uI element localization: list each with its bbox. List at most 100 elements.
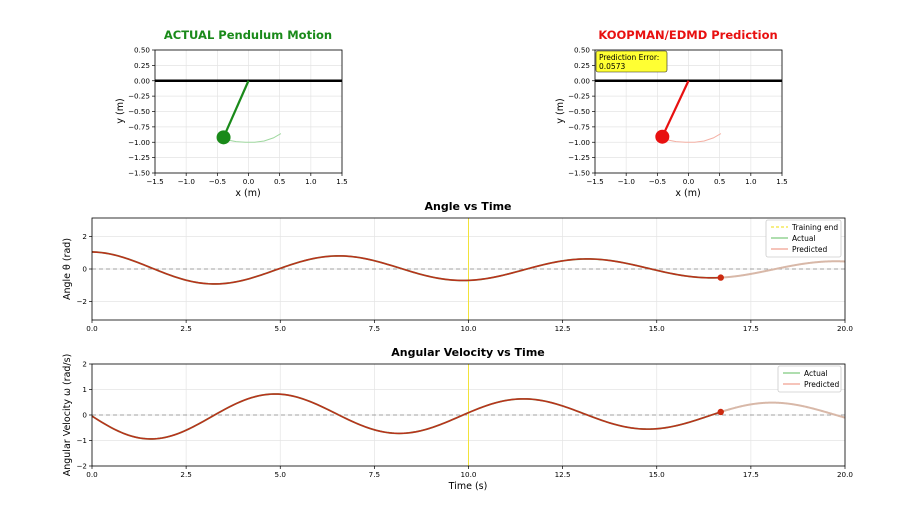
actual-panel-title: ACTUAL Pendulum Motion	[164, 28, 332, 42]
actual-pendulum-panel: ACTUAL Pendulum Motion −1.5 −1.0 −0.5 0.0 0.…	[115, 28, 348, 199]
prediction-x-ticks: −1.5 −1.0 −0.5 0.0 0.5 1.0 1.5	[586, 173, 788, 186]
y-tick-label: −0.50	[128, 107, 150, 116]
y-tick-label: 0.25	[574, 61, 590, 70]
y-tick-label: −2	[76, 462, 87, 471]
prediction-y-label: y (m)	[555, 98, 566, 123]
angle-x-ticks: 0.0 2.5 5.0 7.5 10.0 12.5 15.0 17.5 20.0	[86, 320, 853, 333]
y-tick-label: −1.00	[568, 138, 590, 147]
y-tick-label: −0.75	[128, 122, 150, 131]
y-tick-label: 0.25	[134, 61, 150, 70]
legend-vel-predicted-label: Predicted	[804, 380, 839, 389]
y-tick-label: −2	[76, 297, 87, 306]
angle-vs-time-panel: Angle vs Time 0.0 2.5 5.0 7.5 10.0 12.5 15.0 17…	[62, 200, 853, 333]
legend-vel-actual-label: Actual	[804, 369, 828, 378]
y-tick-label: 2	[82, 360, 87, 369]
actual-x-ticks: −1.5 −1.0 −0.5 0.0 0.5 1.0 1.5	[146, 173, 348, 186]
x-tick-label: −0.5	[649, 177, 666, 186]
x-tick-label: 0.0	[243, 177, 255, 186]
prediction-trail	[666, 133, 722, 143]
angle-current-point	[717, 274, 724, 281]
y-tick-label: −0.50	[568, 107, 590, 116]
x-tick-label: 20.0	[837, 324, 853, 333]
x-tick-label: −1.5	[146, 177, 163, 186]
legend-actual-label: Actual	[792, 234, 816, 243]
y-tick-label: −1.25	[128, 153, 150, 162]
angle-future-curve	[720, 260, 846, 279]
prediction-error-label: Prediction Error:	[599, 53, 659, 62]
prediction-y-ticks: 0.50 0.25 0.00 −0.25 −0.50 −0.75 −1.00 −1.25 −1.…	[568, 46, 595, 178]
velocity-x-label: Time (s)	[448, 481, 488, 492]
legend-training-end-label: Training end	[791, 223, 838, 232]
actual-pendulum-bob	[216, 130, 231, 145]
y-tick-label: 0.00	[134, 76, 150, 85]
x-tick-label: 0.0	[86, 470, 98, 479]
x-tick-label: 1.5	[776, 177, 787, 186]
x-tick-label: 5.0	[275, 324, 287, 333]
prediction-pendulum-bob	[655, 129, 670, 144]
prediction-x-label: x (m)	[675, 188, 700, 199]
y-tick-label: 1	[82, 385, 87, 394]
y-tick-label: −1	[76, 436, 87, 445]
x-tick-label: 17.5	[743, 324, 759, 333]
angle-y-label: Angle θ (rad)	[62, 238, 73, 300]
y-tick-label: −1.00	[128, 138, 150, 147]
x-tick-label: 7.5	[369, 470, 380, 479]
x-tick-label: 2.5	[180, 324, 191, 333]
velocity-predicted-curve	[91, 393, 721, 440]
x-tick-label: 12.5	[555, 324, 571, 333]
y-tick-label: −0.25	[568, 92, 590, 101]
x-tick-label: 10.0	[460, 470, 476, 479]
actual-y-label: y (m)	[115, 98, 126, 123]
x-tick-label: 2.5	[180, 470, 191, 479]
x-tick-label: 20.0	[837, 470, 853, 479]
x-tick-label: 5.0	[275, 470, 287, 479]
y-tick-label: 0.50	[574, 46, 590, 55]
x-tick-label: 10.0	[460, 324, 476, 333]
x-tick-label: 17.5	[743, 470, 759, 479]
x-tick-label: 7.5	[369, 324, 380, 333]
y-tick-label: 0	[82, 265, 87, 274]
velocity-x-ticks: 0.0 2.5 5.0 7.5 10.0 12.5 15.0 17.5 20.0	[86, 466, 853, 479]
velocity-future-curve	[720, 401, 846, 419]
x-tick-label: −0.5	[209, 177, 226, 186]
x-tick-label: 0.0	[683, 177, 695, 186]
actual-pendulum-rod	[222, 80, 250, 138]
x-tick-label: 1.0	[305, 177, 317, 186]
velocity-panel-title: Angular Velocity vs Time	[391, 346, 545, 359]
velocity-vs-time-panel: Angular Velocity vs Time 0.0 2.5 5.0 7.5 10.…	[62, 346, 853, 492]
x-tick-label: 0.5	[274, 177, 285, 186]
x-tick-label: 1.0	[745, 177, 757, 186]
y-tick-label: 0	[82, 411, 87, 420]
prediction-error-value: 0.0573	[599, 62, 625, 71]
x-tick-label: 12.5	[555, 470, 571, 479]
prediction-panel-title: KOOPMAN/EDMD Prediction	[598, 28, 777, 42]
prediction-pendulum-rod	[661, 80, 690, 138]
velocity-legend: Actual Predicted	[777, 365, 842, 393]
x-tick-label: 0.5	[714, 177, 725, 186]
y-tick-label: −1.50	[128, 169, 150, 178]
velocity-current-point	[717, 408, 724, 416]
angle-legend: Training end Actual Predicted	[765, 219, 842, 258]
x-tick-label: 15.0	[649, 470, 665, 479]
y-tick-label: 0.00	[574, 76, 590, 85]
velocity-y-label: Angular Velocity ω (rad/s)	[62, 354, 73, 477]
x-tick-label: 0.0	[86, 324, 98, 333]
trail-path	[666, 133, 722, 143]
x-tick-label: −1.0	[177, 177, 195, 186]
x-tick-label: −1.0	[617, 177, 635, 186]
prediction-pendulum-panel: KOOPMAN/EDMD Prediction −1.5 −1.0 −0.5 0.0 0…	[555, 28, 788, 199]
y-tick-label: −0.25	[128, 92, 150, 101]
trail-path	[226, 133, 282, 143]
actual-trail	[226, 133, 282, 143]
angle-y-ticks: 2 0 −2	[76, 232, 92, 306]
y-tick-label: 2	[82, 232, 87, 241]
angle-panel-title: Angle vs Time	[424, 200, 511, 213]
actual-y-ticks: 0.50 0.25 0.00 −0.25 −0.50 −0.75 −1.00 −1.25 −1.…	[128, 46, 155, 178]
x-tick-label: −1.5	[586, 177, 603, 186]
y-tick-label: −1.25	[568, 153, 590, 162]
actual-x-label: x (m)	[235, 188, 260, 199]
y-tick-label: −0.75	[568, 122, 590, 131]
y-tick-label: −1.50	[568, 169, 590, 178]
y-tick-label: 0.50	[134, 46, 150, 55]
angle-legend-box	[765, 219, 842, 258]
